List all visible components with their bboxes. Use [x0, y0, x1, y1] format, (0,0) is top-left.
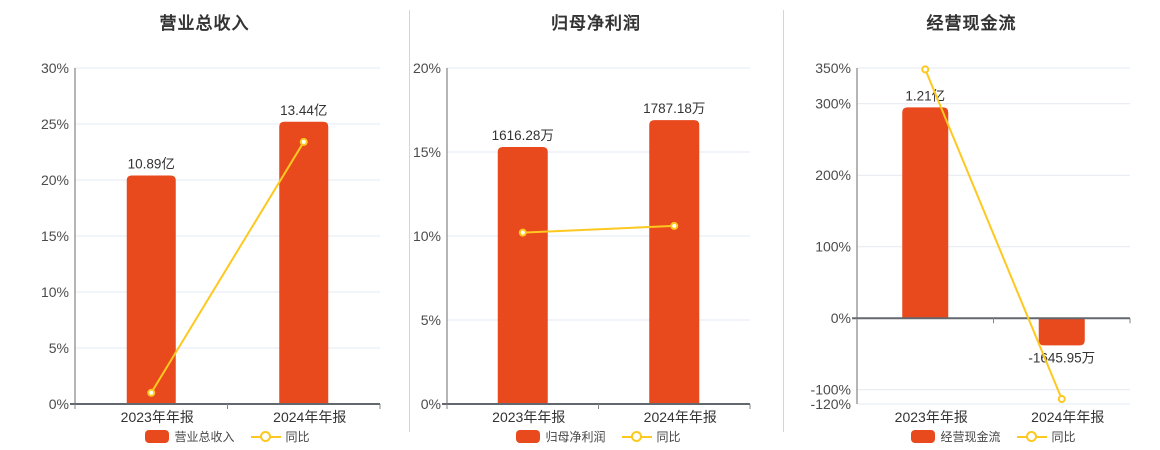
y-tick-label: 100%	[815, 239, 851, 255]
yoy-line	[522, 224, 675, 234]
y-tick-label: 350%	[815, 60, 851, 76]
bar[interactable]	[1038, 318, 1085, 346]
yoy-point-marker[interactable]	[147, 388, 156, 397]
panel-operating-cashflow: 经营现金流 350% 300% 200% 100% 0% -100% -120% 1.21亿 -…	[783, 0, 1160, 450]
y-tick-label: 30%	[41, 60, 69, 76]
bar-swatch-icon	[911, 430, 936, 443]
panel-operating-revenue: 营业总收入 30% 25% 20% 15% 10% 5% 0% 10.89亿 13.44亿 202…	[0, 0, 409, 450]
y-tick-label: 20%	[41, 172, 69, 188]
y-tick-label: 300%	[815, 96, 851, 112]
x-category-label: 2024年年报	[1031, 409, 1104, 425]
legend-item-profit-yoy[interactable]: 同比	[621, 428, 681, 445]
chart-title-profit: 归母净利润	[551, 14, 641, 33]
y-tick-label: 5%	[421, 312, 441, 328]
x-category-label: 2024年年报	[644, 409, 717, 425]
legend-revenue: 营业总收入 同比	[75, 428, 380, 445]
yoy-line	[150, 141, 305, 394]
legend-label: 经营现金流	[940, 430, 1001, 444]
revenue-bar-line-chart: 30% 25% 20% 15% 10% 5% 0% 10.89亿 13.44亿 2023年年报 20…	[41, 60, 381, 425]
x-category-label: 2023年年报	[895, 409, 968, 425]
y-tick-label: 15%	[413, 144, 441, 160]
x-category-label: 2024年年报	[273, 409, 346, 425]
yoy-point-marker[interactable]	[1057, 394, 1066, 403]
legend-label: 同比	[285, 430, 310, 444]
y-tick-label: 25%	[41, 116, 69, 132]
yoy-line	[924, 69, 1063, 400]
line-swatch-icon	[1016, 430, 1047, 444]
legend-item-revenue-yoy[interactable]: 同比	[250, 428, 310, 445]
y-tick-label: 15%	[41, 228, 69, 244]
chart-title-cashflow: 经营现金流	[926, 14, 1017, 33]
y-tick-label: -120%	[811, 396, 851, 412]
legend-label: 营业总收入	[174, 430, 235, 444]
yoy-point-marker[interactable]	[299, 137, 308, 146]
y-tick-label: 200%	[815, 167, 851, 183]
y-tick-label: 10%	[41, 284, 69, 300]
y-tick-label: 0%	[421, 396, 441, 412]
legend-item-revenue-bar[interactable]: 营业总收入	[145, 428, 235, 445]
x-category-label: 2023年年报	[492, 409, 565, 425]
profit-bar-line-chart: 20% 15% 10% 5% 0% 1616.28万 1787.18万 2023年年报 2024…	[413, 60, 751, 425]
legend-label: 归母净利润	[545, 430, 606, 444]
legend-label: 同比	[1051, 430, 1076, 444]
cashflow-bar-line-chart: 350%300%200%100%0%-100%-120%1.21亿-1645.9…	[811, 60, 1131, 425]
legend-profit: 归母净利润 同比	[447, 428, 750, 445]
bar-value-label: 1616.28万	[492, 128, 554, 143]
bar[interactable]	[279, 121, 329, 404]
bar-swatch-icon	[516, 430, 541, 443]
legend-cashflow: 经营现金流 同比	[857, 428, 1130, 445]
yoy-point-marker[interactable]	[921, 65, 930, 74]
bar[interactable]	[649, 120, 700, 404]
legend-item-profit-bar[interactable]: 归母净利润	[516, 428, 606, 445]
bar[interactable]	[497, 146, 548, 404]
bar[interactable]	[126, 175, 176, 404]
bar-value-label: 13.44亿	[280, 103, 327, 118]
x-category-label: 2023年年报	[121, 409, 194, 425]
y-tick-label: 0%	[831, 310, 851, 326]
yoy-point-marker[interactable]	[518, 228, 527, 237]
y-tick-label: 20%	[413, 60, 441, 76]
bar-value-label: 1787.18万	[643, 101, 705, 116]
panel-net-profit: 归母净利润 20% 15% 10% 5% 0% 1616.28万 1787.18万 2023年…	[409, 0, 783, 450]
chart-title-revenue: 营业总收入	[159, 14, 250, 33]
bar-value-label: 10.89亿	[128, 157, 175, 172]
y-tick-label: 0%	[49, 396, 69, 412]
y-tick-label: 5%	[49, 340, 69, 356]
legend-label: 同比	[656, 430, 681, 444]
yoy-point-marker[interactable]	[670, 221, 679, 230]
bar-swatch-icon	[145, 430, 170, 443]
y-tick-label: 10%	[413, 228, 441, 244]
line-swatch-icon	[250, 430, 281, 444]
legend-item-cashflow-yoy[interactable]: 同比	[1016, 428, 1076, 445]
bar[interactable]	[902, 107, 949, 319]
y-tick-label: -100%	[811, 382, 851, 398]
line-swatch-icon	[621, 430, 652, 444]
legend-item-cashflow-bar[interactable]: 经营现金流	[911, 428, 1001, 445]
bar-value-label: -1645.95万	[1028, 350, 1095, 365]
